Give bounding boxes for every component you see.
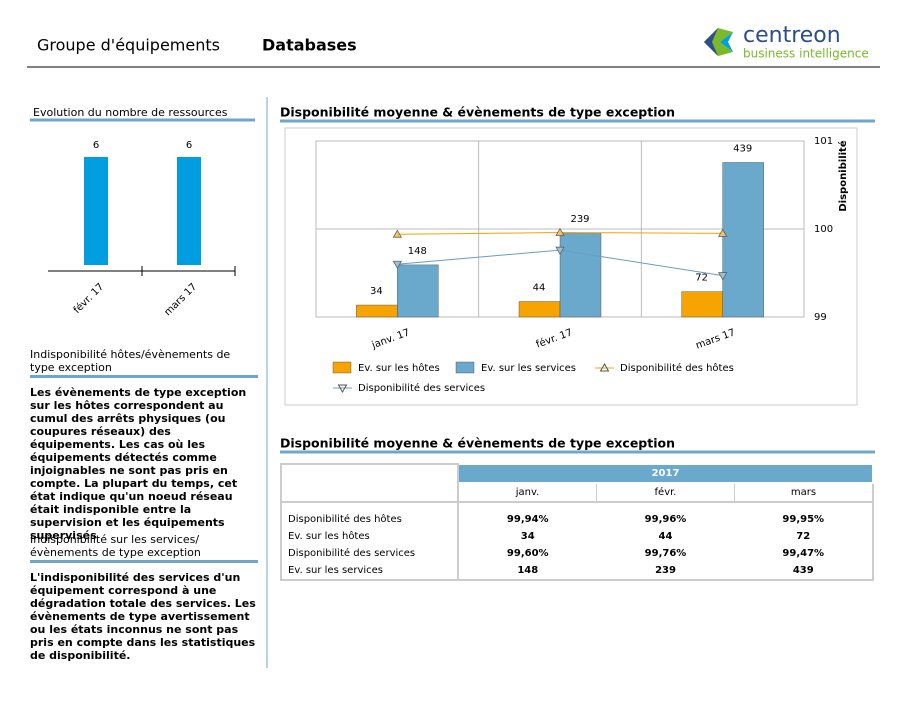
bar — [84, 157, 108, 265]
row: Disponibilité des services 99,60% 99,76% 99… — [281, 545, 873, 562]
column-header: mars — [734, 482, 874, 503]
year-cell: 2017 — [457, 463, 874, 484]
value-cell: 72 — [796, 531, 811, 542]
logo-name: centreon — [743, 23, 841, 48]
legend-marker — [599, 362, 610, 372]
data-label: 6 — [186, 140, 192, 151]
small-chart-title: Evolution du nombre de ressources — [33, 106, 228, 119]
section: Indisponibilité sur les services/ évènem… — [30, 533, 258, 662]
x-tick-label: janv. 17 — [370, 327, 412, 351]
data-label: 44 — [533, 283, 546, 294]
row-label: Ev. sur les hôtes — [281, 528, 459, 545]
y2-tick-label: 101 — [814, 136, 833, 147]
legend-swatch — [455, 361, 475, 374]
row: Disponibilité des hôtes 99,94% 99,96% 99,95… — [281, 502, 873, 528]
logo-tagline: business intelligence — [743, 47, 869, 61]
logo — [704, 28, 733, 56]
data-label: 439 — [733, 143, 752, 154]
column-header: janv. — [457, 482, 597, 503]
y2-label: Disponibilité — [837, 140, 849, 211]
bar — [397, 264, 439, 318]
row-label: Disponibilité des services — [281, 545, 459, 562]
data-label: 72 — [695, 273, 708, 284]
bar — [681, 291, 723, 318]
value-cell: 439 — [792, 565, 814, 576]
data-label: 239 — [570, 214, 589, 225]
legend-label: Disponibilité des hôtes — [620, 362, 734, 374]
value-cell: 44 — [658, 531, 673, 542]
row: Ev. sur les services 148 239 439 — [281, 562, 873, 580]
row: 2017 — [281, 463, 874, 484]
section: Indisponibilité hôtes/évènements de type… — [30, 348, 258, 542]
marker — [718, 272, 728, 281]
column-header: févr. — [596, 482, 735, 503]
chart-frame — [284, 127, 858, 406]
bar — [518, 301, 561, 318]
legend-label: Ev. sur les hôtes — [358, 362, 440, 374]
row: janv. févr. mars — [281, 482, 874, 503]
chart-title: Disponibilité moyenne & évènements de ty… — [280, 105, 675, 120]
table: 2017 janv. févr. mars Disponibilité des hôte… — [280, 463, 874, 581]
value-cell: 34 — [520, 531, 535, 542]
legend-label: Ev. sur les services — [481, 363, 576, 374]
marker — [392, 229, 402, 238]
cell — [281, 483, 459, 503]
section-heading: Indisponibilité sur les services/ évènem… — [30, 533, 258, 563]
marker — [555, 227, 565, 236]
marker — [555, 246, 565, 255]
x-tick-label: févr. 17 — [71, 281, 106, 316]
row-label: Disponibilité des hôtes — [281, 502, 459, 528]
data-label: 148 — [408, 246, 427, 257]
legend-label: Disponibilité des services — [358, 382, 485, 394]
cell — [281, 464, 459, 483]
legend-marker — [337, 384, 348, 394]
x-tick-label: mars 17 — [162, 281, 199, 318]
value-cell: 99,76% — [644, 548, 687, 559]
section-body: L'indisponibilité des services d'un équi… — [30, 571, 256, 662]
value-cell: 99,94% — [506, 514, 549, 525]
marker — [392, 260, 402, 269]
title-name: Databases — [262, 36, 357, 55]
value-cell: 99,96% — [644, 514, 687, 525]
bar — [177, 157, 201, 265]
x-tick-label: févr. 17 — [534, 326, 574, 350]
row-label: Ev. sur les services — [281, 562, 459, 580]
value-cell: 148 — [517, 565, 539, 576]
legend-swatch — [332, 361, 352, 374]
bar — [356, 304, 398, 318]
data-label: 6 — [93, 140, 99, 151]
bar — [559, 232, 602, 318]
table-title: Disponibilité moyenne & évènements de ty… — [280, 436, 675, 451]
value-cell: 99,60% — [506, 548, 549, 559]
bar — [722, 162, 764, 318]
y2-tick-label: 100 — [814, 224, 833, 235]
section-heading: Indisponibilité hôtes/évènements de type… — [30, 348, 258, 378]
value-cell: 239 — [655, 565, 676, 576]
data-label: 34 — [370, 286, 383, 297]
title-prefix: Groupe d'équipements — [37, 36, 220, 55]
y2-tick-label: 99 — [814, 312, 827, 323]
x-tick-label: mars 17 — [694, 327, 736, 351]
value-cell: 99,95% — [782, 514, 825, 525]
marker — [718, 228, 728, 237]
section-body: Les évènements de type exception sur les… — [30, 386, 247, 542]
value-cell: 99,47% — [782, 548, 825, 559]
row: Ev. sur les hôtes 34 44 72 — [281, 528, 873, 545]
